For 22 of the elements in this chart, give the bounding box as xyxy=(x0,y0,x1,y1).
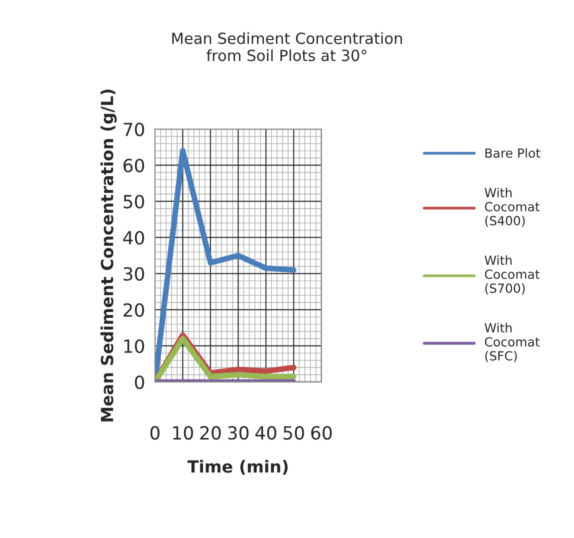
y-tick-label: 40 xyxy=(123,230,144,245)
x-tick-label: 40 xyxy=(255,426,276,440)
chart-title: Mean Sediment Concentration from Soil Plots at 30° xyxy=(172,32,402,62)
legend-label: With Cocomat (SFC) xyxy=(484,322,540,362)
x-tick-label: 10 xyxy=(173,426,194,440)
x-tick-label: 50 xyxy=(284,426,304,440)
legend-label: With Cocomat (S700) xyxy=(484,255,540,294)
y-tick-label: 20 xyxy=(124,303,144,317)
y-axis-title: Mean Sediment Concentration (g/L) xyxy=(100,90,117,422)
legend-label: With Cocomat (S400) xyxy=(484,188,540,227)
y-tick-label: 70 xyxy=(124,122,144,136)
x-axis-title: Time (min) xyxy=(187,460,288,475)
x-tick-label: 60 xyxy=(311,426,332,440)
y-tick-label: 0 xyxy=(134,375,144,390)
x-tick-label: 30 xyxy=(228,426,248,440)
x-tick-label: 0 xyxy=(150,426,160,440)
y-tick-label: 10 xyxy=(124,339,144,353)
legend-label: Bare Plot xyxy=(485,148,540,158)
x-tick-label: 20 xyxy=(200,426,221,440)
y-tick-label: 30 xyxy=(124,267,144,281)
y-tick-label: 60 xyxy=(124,158,144,172)
y-tick-label: 50 xyxy=(124,194,144,208)
